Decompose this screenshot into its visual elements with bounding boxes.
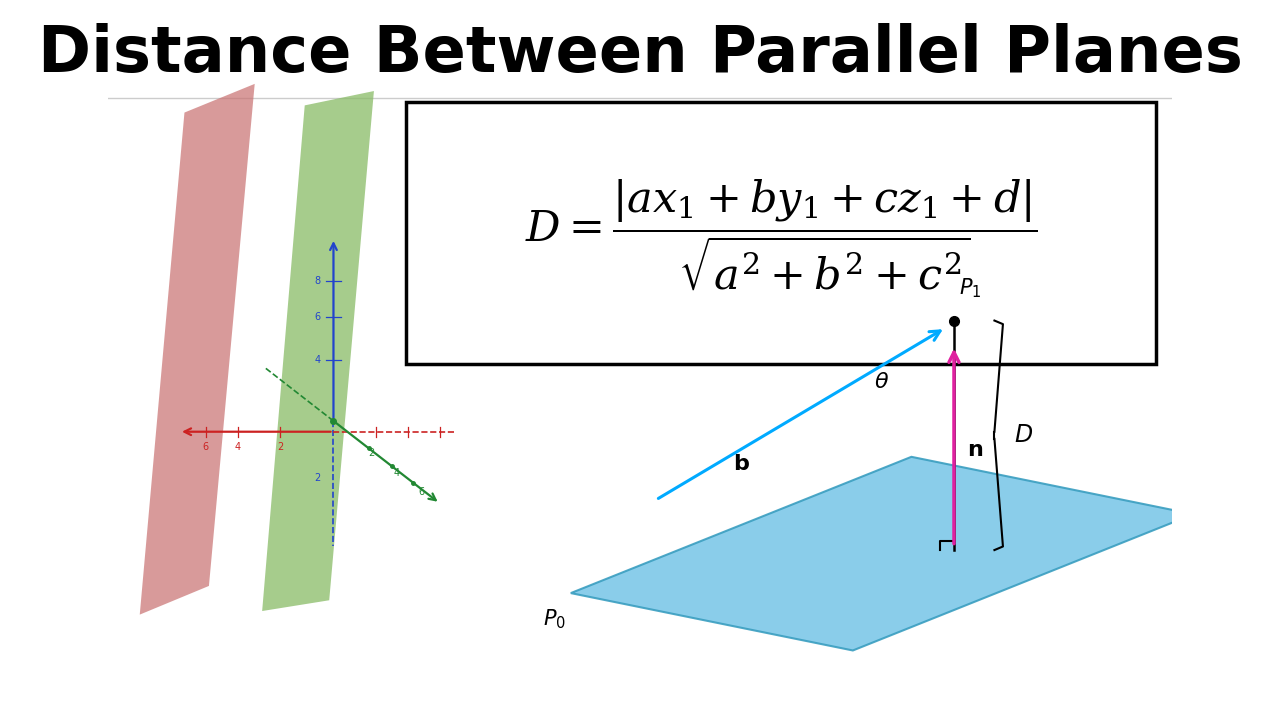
Text: 4: 4 <box>234 443 241 452</box>
Text: $\mathbf{n}$: $\mathbf{n}$ <box>966 440 983 459</box>
Polygon shape <box>262 91 374 611</box>
Text: 4: 4 <box>315 355 321 365</box>
Text: 2: 2 <box>278 443 283 452</box>
Text: 4: 4 <box>393 467 399 477</box>
Text: $\mathbf{b}$: $\mathbf{b}$ <box>732 454 750 474</box>
Text: 2: 2 <box>369 449 375 458</box>
Text: $\theta$: $\theta$ <box>874 372 890 392</box>
FancyBboxPatch shape <box>406 102 1156 364</box>
Text: $D = \dfrac{\left| ax_1 + by_1 + cz_1 + d \right|}{\sqrt{a^2 + b^2 + c^2}}$: $D = \dfrac{\left| ax_1 + by_1 + cz_1 + … <box>526 177 1038 292</box>
Text: 6: 6 <box>419 487 425 497</box>
Text: $P_1$: $P_1$ <box>959 277 982 300</box>
Text: 6: 6 <box>315 312 321 322</box>
Text: 2: 2 <box>315 473 321 483</box>
Polygon shape <box>571 456 1193 650</box>
Text: Distance Between Parallel Planes: Distance Between Parallel Planes <box>37 23 1243 85</box>
Text: 8: 8 <box>315 276 321 286</box>
Text: 6: 6 <box>202 443 209 452</box>
Polygon shape <box>140 84 255 615</box>
Text: $P_0$: $P_0$ <box>543 608 566 631</box>
Text: $D$: $D$ <box>1014 423 1033 447</box>
